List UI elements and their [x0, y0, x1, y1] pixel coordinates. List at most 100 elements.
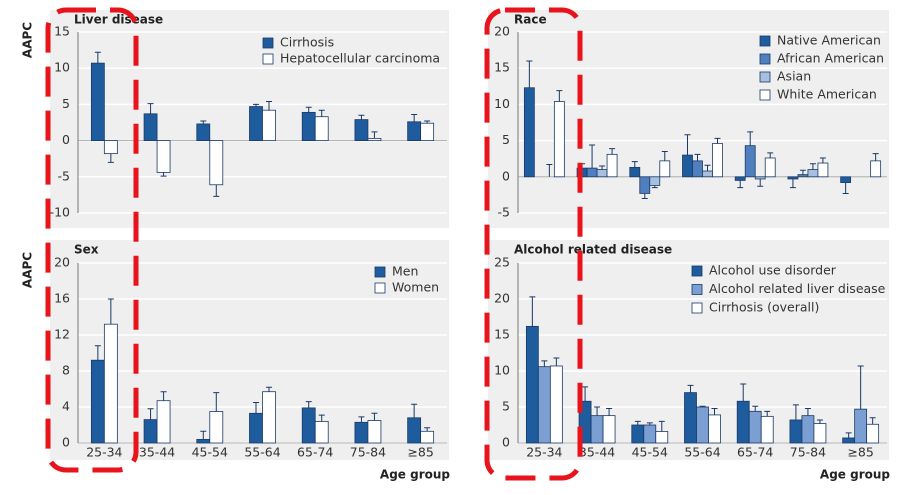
error-bar — [318, 414, 325, 422]
bar — [813, 423, 827, 444]
error-bar — [107, 298, 114, 325]
error-bar — [358, 416, 365, 423]
bar — [870, 160, 882, 178]
bar — [801, 415, 815, 444]
error-bar — [658, 420, 665, 432]
error-bar — [740, 383, 747, 402]
error-bar — [160, 391, 167, 401]
error-bar — [816, 419, 823, 424]
bar — [301, 407, 316, 444]
y-tick-label: 5 — [502, 132, 510, 147]
y-tick-label: 12 — [54, 327, 70, 342]
legend-swatch — [374, 282, 386, 294]
bar — [156, 400, 171, 444]
legend-swatch — [759, 35, 771, 47]
bar — [631, 424, 645, 444]
bar — [156, 140, 171, 173]
bar — [684, 392, 697, 444]
error-bar — [200, 120, 207, 124]
error-bar — [757, 178, 764, 187]
bar — [103, 323, 118, 444]
error-bar — [594, 406, 601, 416]
bar — [787, 176, 799, 180]
bar — [702, 170, 713, 178]
error-bar — [789, 178, 796, 189]
legend-swatch — [691, 265, 703, 277]
error-bar — [684, 134, 691, 156]
error-bar — [424, 427, 431, 432]
x-tick-label: ≥85 — [847, 445, 873, 460]
y-tick-label: 10 — [494, 96, 510, 111]
error-bar — [737, 180, 744, 189]
error-bar — [767, 152, 774, 158]
y-tick-label: 20 — [494, 291, 510, 306]
bar — [420, 122, 435, 141]
bar — [301, 111, 316, 141]
bar — [549, 365, 563, 444]
x-axis-label: Age group — [380, 468, 450, 482]
error-bar — [714, 137, 721, 144]
bar — [842, 437, 856, 444]
bar — [797, 174, 809, 178]
error-bar — [526, 60, 533, 88]
legend-label: Cirrhosis — [280, 35, 334, 50]
bar — [314, 116, 329, 142]
bar — [553, 101, 565, 178]
error-bar — [411, 114, 418, 122]
bar — [262, 391, 276, 444]
bar — [367, 420, 382, 444]
bar — [354, 119, 369, 141]
error-bar — [634, 420, 641, 425]
y-tick-label: 20 — [494, 24, 510, 39]
bar — [712, 143, 723, 178]
x-tick-label: ≥85 — [407, 445, 433, 460]
bar — [659, 160, 671, 178]
error-bar — [809, 163, 816, 170]
error-bar — [556, 90, 563, 102]
error-bar — [704, 164, 711, 172]
error-bar — [541, 360, 548, 367]
legend-swatch — [691, 284, 703, 295]
bar — [754, 176, 766, 180]
error-bar — [641, 193, 648, 200]
bar — [789, 419, 803, 444]
panel-title: Alcohol related disease — [514, 243, 672, 257]
bar — [262, 109, 276, 142]
bar — [602, 415, 616, 444]
bar — [629, 166, 641, 178]
bar — [643, 424, 657, 444]
y-tick-label: 8 — [62, 363, 70, 378]
y-tick-label: -10 — [50, 205, 70, 220]
bar — [537, 366, 551, 444]
bar — [523, 87, 535, 178]
bar — [196, 438, 211, 444]
bar — [596, 169, 608, 178]
x-tick-label: 55-64 — [684, 445, 720, 460]
y-tick-label: 0 — [502, 435, 510, 450]
y-tick-label: 0 — [502, 168, 510, 183]
x-tick-label: 25-34 — [526, 445, 562, 460]
error-bar — [358, 114, 365, 120]
error-bar — [147, 103, 154, 114]
error-bar — [842, 182, 849, 194]
error-bar — [845, 432, 852, 438]
x-axis-label: Age group — [820, 468, 890, 482]
y-tick-label: 10 — [494, 363, 510, 378]
bar — [854, 408, 868, 444]
panel-title: Sex — [74, 243, 99, 257]
bar — [354, 421, 369, 444]
error-bar — [687, 384, 694, 393]
error-bar — [599, 165, 606, 170]
charts: -10 -5 0 5 10 15 Liver disease AAPC CirrhosisHep… — [21, 10, 890, 482]
panel-title: Liver disease — [74, 13, 163, 27]
bar — [143, 419, 158, 444]
error-bar — [318, 109, 325, 117]
highlight-box — [45, 7, 139, 473]
y-tick-label: 10 — [54, 60, 70, 75]
y-axis-label: AAPC — [21, 252, 35, 288]
error-bar — [661, 150, 668, 161]
y-axis-label: AAPC — [21, 22, 35, 58]
bar — [708, 414, 721, 444]
bar — [692, 160, 703, 178]
error-bar — [694, 153, 701, 161]
